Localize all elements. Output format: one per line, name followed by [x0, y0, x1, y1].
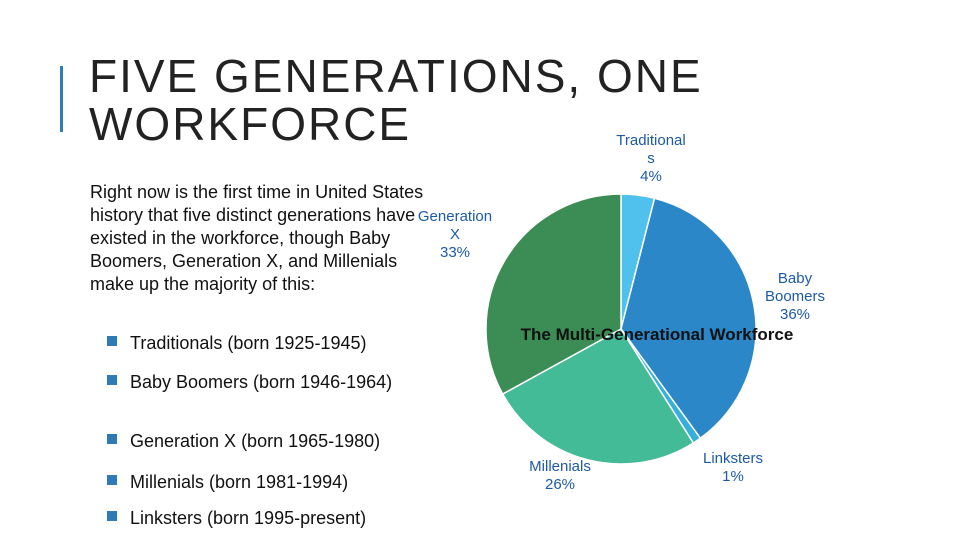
pie-slice: [620, 197, 757, 440]
square-bullet-icon: [107, 511, 117, 521]
slice-label-line: 36%: [780, 306, 810, 323]
bullet-text: Linksters (born 1995-present): [130, 508, 367, 528]
slice-label: Linksters 1%: [703, 450, 763, 485]
pie-labels: Traditional s 4% Baby Boomers 36% Linksters 1% M…: [418, 132, 825, 493]
bullet-text: Millenials (born 1981-1994): [130, 472, 349, 492]
slice-label-line: Traditional: [616, 132, 685, 149]
square-bullet-icon: [107, 375, 117, 385]
square-bullet-icon: [107, 475, 117, 485]
bullet-text: Generation X (born 1965-1980): [130, 431, 381, 451]
pie-slices: [485, 193, 757, 465]
slice-label-line: Generation: [418, 208, 492, 225]
pie-slice: [501, 328, 695, 465]
slice-label-line: Boomers: [765, 288, 825, 305]
slice-label-line: 33%: [440, 244, 470, 261]
slice-label: Millenials 26%: [529, 458, 591, 493]
slice-label-line: 26%: [545, 476, 575, 493]
slice-label-line: Baby: [778, 270, 813, 287]
slice-label-line: Linksters: [703, 450, 763, 467]
slice-label-line: Millenials: [529, 458, 591, 475]
pie-slice: [485, 193, 622, 396]
slice-label: Traditional s 4%: [616, 132, 685, 185]
chart-title: The Multi-Generational Workforce: [521, 325, 794, 344]
slide-title: FIVE GENERATIONS, ONE WORKFORCE: [89, 50, 703, 150]
slice-label: Baby Boomers 36%: [765, 270, 825, 323]
slice-label-line: 4%: [640, 168, 662, 185]
bullet-text: Traditionals (born 1925-1945): [130, 333, 367, 353]
slice-label: Generation X 33%: [418, 208, 492, 261]
slice-label-line: 1%: [722, 468, 744, 485]
title-accent-bar: [60, 66, 63, 132]
bullet-text: Baby Boomers (born 1946-1964): [130, 372, 393, 392]
square-bullet-icon: [107, 336, 117, 346]
slice-label-line: X: [450, 226, 460, 243]
slice-label-line: s: [647, 150, 655, 167]
intro-paragraph: Right now is the first time in United St…: [90, 182, 424, 294]
square-bullet-icon: [107, 434, 117, 444]
